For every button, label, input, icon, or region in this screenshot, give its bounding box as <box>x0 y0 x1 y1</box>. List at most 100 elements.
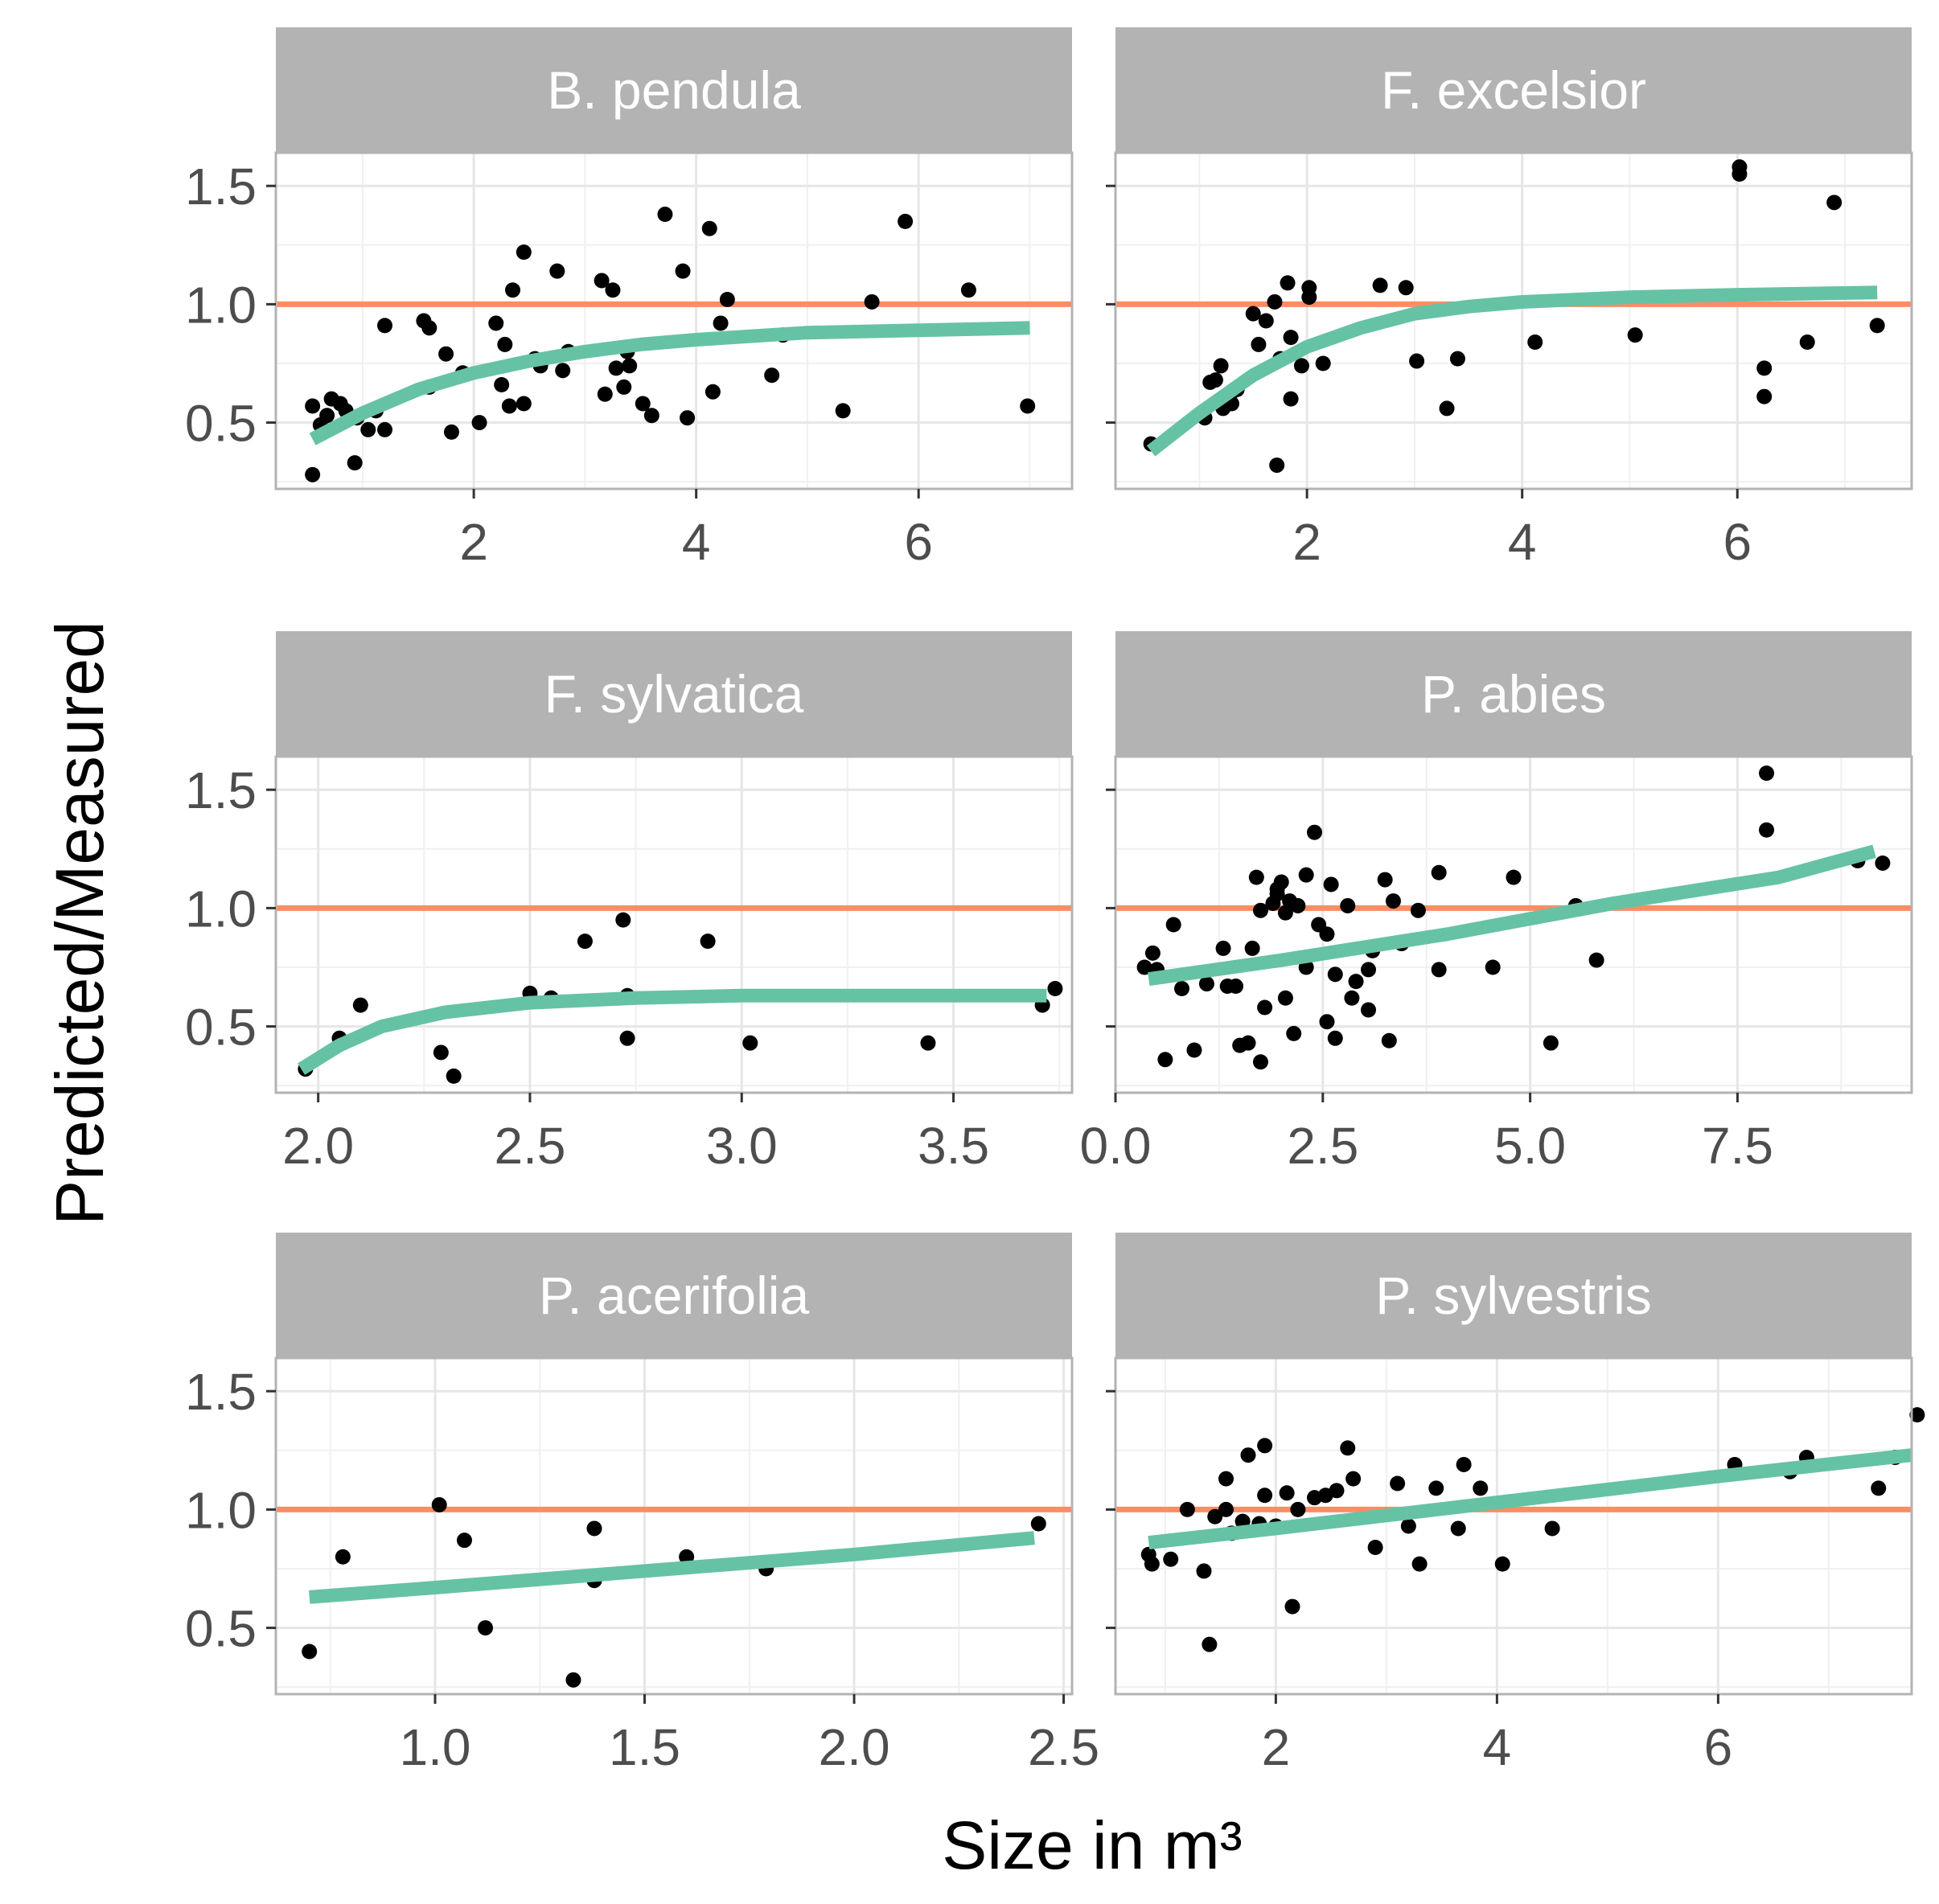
data-point <box>305 398 321 414</box>
data-point <box>1198 976 1214 992</box>
y-axis-title: Predicted/Measured <box>42 621 117 1225</box>
data-point <box>1344 990 1360 1006</box>
data-point <box>1456 1456 1472 1472</box>
data-point <box>1290 1501 1306 1517</box>
x-tick-label: 4 <box>1508 513 1537 571</box>
x-tick-label: 3.5 <box>918 1117 989 1175</box>
data-point <box>1367 1539 1383 1555</box>
data-point <box>478 1620 494 1636</box>
y-tick-label: 0.5 <box>185 999 257 1057</box>
data-point <box>1588 952 1604 968</box>
data-point <box>347 455 363 471</box>
data-point <box>446 1068 462 1084</box>
data-point <box>616 379 632 395</box>
data-point <box>1174 980 1189 996</box>
data-point <box>433 1044 449 1061</box>
data-point <box>1799 334 1815 350</box>
data-point <box>657 207 673 223</box>
plot-area <box>276 757 1072 1093</box>
x-tick-label: 2 <box>1292 513 1321 571</box>
data-point <box>1348 974 1364 990</box>
data-point <box>1506 869 1522 885</box>
data-point <box>1450 1520 1466 1537</box>
data-point <box>1240 1035 1256 1051</box>
data-point <box>1449 351 1465 367</box>
facet-title: P. abies <box>1421 664 1606 724</box>
data-point <box>680 410 696 426</box>
data-point <box>1280 275 1296 291</box>
fit-curve <box>298 988 1047 1075</box>
data-point <box>1283 391 1299 407</box>
data-point <box>1372 277 1388 293</box>
facet-strip <box>1115 27 1912 153</box>
data-point <box>555 363 571 379</box>
data-point <box>1431 962 1447 978</box>
data-point <box>1258 313 1274 329</box>
data-point <box>1410 902 1426 918</box>
panel-border <box>1114 1356 1913 1696</box>
data-point <box>501 398 517 414</box>
facet-panel: P. sylvestris 2 4 6 <box>1106 1233 1925 1776</box>
data-point <box>835 403 851 419</box>
x-tick-label: 2.5 <box>1028 1718 1099 1776</box>
data-point <box>497 336 513 352</box>
data-point <box>1319 1014 1335 1030</box>
data-point <box>1257 999 1273 1016</box>
data-point <box>1257 1488 1273 1504</box>
data-point <box>494 376 510 392</box>
x-tick-label: 2 <box>459 513 488 571</box>
panel-border <box>274 151 1074 490</box>
data-point <box>456 1533 472 1549</box>
data-point <box>1286 1025 1302 1041</box>
data-point <box>1267 293 1283 310</box>
facet-title: B. pendula <box>547 60 801 120</box>
x-tick-label: 4 <box>1483 1718 1512 1776</box>
panel-border <box>274 755 1074 1094</box>
plot-area <box>276 153 1072 489</box>
data-point <box>1283 330 1299 346</box>
data-point <box>1136 959 1152 975</box>
data-point <box>1627 327 1643 343</box>
data-point <box>615 912 631 928</box>
y-tick-label: 1.0 <box>185 276 257 334</box>
data-point <box>1826 195 1842 211</box>
x-tick-label: 5.0 <box>1494 1117 1566 1175</box>
data-point <box>622 358 638 374</box>
data-point <box>1228 979 1244 995</box>
data-point <box>1277 905 1293 921</box>
data-point <box>1431 864 1447 880</box>
data-point <box>1301 280 1317 296</box>
y-tick-label: 0.5 <box>185 395 257 453</box>
data-point <box>635 396 651 412</box>
fit-curve <box>309 321 1030 445</box>
x-tick-label: 2 <box>1262 1718 1291 1776</box>
data-point <box>1485 959 1501 975</box>
data-point <box>1284 1598 1300 1615</box>
facet-panel: B. pendula 2 4 6 0.5 1.0 1.5 <box>185 27 1074 571</box>
data-point <box>619 1030 635 1046</box>
data-point <box>1269 458 1285 474</box>
data-point <box>1428 1480 1444 1496</box>
data-point <box>1207 372 1223 388</box>
data-point <box>1144 945 1161 961</box>
data-point <box>1277 990 1293 1006</box>
data-point <box>594 273 610 289</box>
data-point <box>898 213 914 229</box>
data-point <box>1439 400 1455 416</box>
x-tick-label: 2.0 <box>819 1718 890 1776</box>
fit-curve <box>1146 285 1878 457</box>
data-point <box>1494 1556 1510 1572</box>
data-point <box>577 934 593 950</box>
data-point <box>1248 869 1264 885</box>
data-point <box>1909 1407 1925 1423</box>
data-point <box>1307 824 1322 840</box>
data-point <box>1215 940 1231 956</box>
x-tick-label: 1.5 <box>609 1718 680 1776</box>
data-point <box>608 360 624 376</box>
data-point <box>1340 1440 1356 1456</box>
fit-curve <box>1148 844 1876 987</box>
data-point <box>1323 876 1339 892</box>
facet-title: P. sylvestris <box>1375 1266 1652 1325</box>
data-point <box>1543 1035 1559 1051</box>
